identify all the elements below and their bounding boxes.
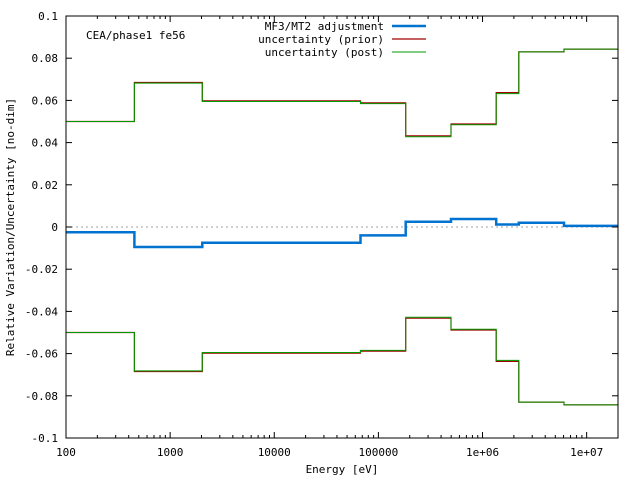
y-axis-label: Relative Variation/Uncertainty [no-dim] — [4, 98, 17, 356]
legend-label: uncertainty (post) — [265, 46, 384, 59]
x-tick-label: 1e+07 — [570, 446, 603, 459]
y-tick-label: -0.1 — [32, 432, 59, 445]
series-line-uncertainty-post — [66, 48, 618, 138]
y-tick-label: -0.06 — [25, 348, 58, 361]
legend-label: MF3/MT2 adjustment — [265, 20, 384, 33]
y-tick-label: 0.08 — [32, 52, 59, 65]
y-tick-label: 0.1 — [38, 10, 58, 23]
y-tick-label: -0.02 — [25, 263, 58, 276]
y-tick-label: 0.06 — [32, 94, 59, 107]
x-tick-label: 100000 — [359, 446, 399, 459]
series-line-mf3-mt2-adjustment — [66, 217, 618, 249]
y-tick-label: 0.04 — [32, 137, 59, 150]
y-tick-label: 0 — [51, 221, 58, 234]
y-tick-label: -0.04 — [25, 305, 58, 318]
series-line-uncertainty-prior — [66, 48, 618, 137]
legend-label: uncertainty (prior) — [258, 33, 384, 46]
y-tick-label: -0.08 — [25, 390, 58, 403]
x-axis-label: Energy [eV] — [306, 463, 379, 476]
x-tick-label: 10000 — [258, 446, 291, 459]
x-tick-label: 1e+06 — [466, 446, 499, 459]
chart-annotation: CEA/phase1 fe56 — [86, 29, 185, 42]
axis-ticks: 0.1 0.08 0.06 0.04 0.02 0 -0.02 -0.04 -0.06 -0.08… — [25, 10, 618, 459]
series-line-uncertainty-prior-negative — [66, 317, 618, 406]
x-tick-label: 1000 — [157, 446, 184, 459]
y-tick-label: 0.02 — [32, 179, 59, 192]
x-tick-label: 100 — [56, 446, 76, 459]
series-group — [66, 48, 618, 406]
series-line-uncertainty-post-negative — [66, 316, 618, 406]
